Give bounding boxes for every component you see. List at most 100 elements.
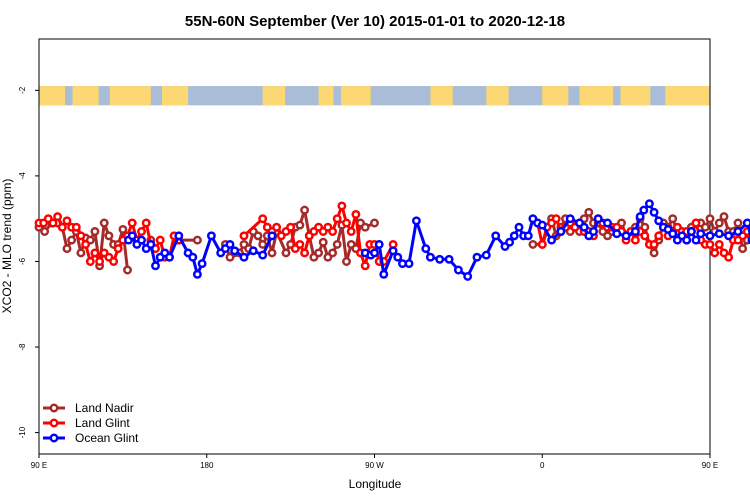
data-point bbox=[696, 229, 706, 239]
data-point bbox=[165, 252, 174, 262]
data-point bbox=[118, 224, 128, 234]
data-point bbox=[174, 231, 184, 241]
data-point bbox=[360, 261, 370, 271]
data-point bbox=[635, 212, 645, 222]
data-point bbox=[127, 218, 137, 228]
legend-swatch-marker bbox=[49, 403, 59, 413]
data-point bbox=[682, 235, 692, 245]
data-point bbox=[300, 248, 310, 258]
data-point bbox=[90, 227, 100, 236]
data-point bbox=[649, 248, 659, 258]
x-axis: 90 E 180 90 W 0 90 E bbox=[31, 454, 718, 470]
data-point bbox=[691, 218, 701, 228]
data-point bbox=[258, 250, 268, 260]
data-point bbox=[603, 218, 612, 228]
data-point bbox=[742, 218, 750, 228]
y-tick-label: -10 bbox=[18, 426, 27, 438]
data-point bbox=[644, 199, 654, 209]
data-point bbox=[272, 222, 282, 232]
data-point bbox=[104, 231, 114, 241]
data-point bbox=[67, 235, 77, 245]
data-point bbox=[137, 235, 146, 245]
data-point bbox=[258, 239, 268, 249]
data-point bbox=[621, 231, 631, 241]
data-point bbox=[328, 227, 338, 236]
data-point bbox=[630, 227, 640, 236]
x-tick-label: 90 E bbox=[702, 461, 718, 470]
land-patch bbox=[430, 86, 453, 106]
data-point bbox=[733, 227, 743, 236]
data-point bbox=[332, 214, 342, 224]
data-point bbox=[584, 207, 594, 217]
data-point bbox=[579, 222, 589, 232]
data-point bbox=[230, 246, 240, 256]
data-point bbox=[127, 231, 137, 241]
data-point bbox=[53, 212, 63, 222]
data-point bbox=[360, 222, 370, 232]
series-ocean-glint bbox=[124, 199, 750, 281]
data-point bbox=[76, 231, 86, 241]
data-point bbox=[700, 222, 710, 232]
data-point bbox=[90, 248, 100, 258]
data-point bbox=[537, 239, 547, 249]
data-point bbox=[85, 257, 95, 266]
data-point bbox=[248, 246, 258, 256]
data-point bbox=[239, 252, 249, 262]
land-patch bbox=[162, 86, 189, 106]
x-tick-label: 180 bbox=[200, 461, 214, 470]
data-point bbox=[109, 257, 119, 266]
data-point bbox=[197, 259, 207, 269]
data-point bbox=[314, 248, 324, 258]
data-point bbox=[95, 257, 105, 266]
data-point bbox=[654, 216, 664, 226]
land-patch bbox=[579, 86, 614, 106]
data-point bbox=[62, 216, 72, 226]
data-point bbox=[612, 229, 622, 239]
data-point bbox=[491, 231, 501, 241]
data-point bbox=[425, 252, 435, 262]
land-patch bbox=[318, 86, 334, 106]
data-point bbox=[724, 231, 734, 241]
data-point bbox=[710, 248, 720, 258]
data-point bbox=[81, 239, 91, 249]
data-point bbox=[188, 252, 198, 262]
data-point bbox=[654, 231, 664, 241]
data-point bbox=[738, 244, 748, 254]
data-point bbox=[337, 201, 347, 211]
data-point bbox=[589, 227, 598, 236]
data-point bbox=[453, 265, 463, 275]
legend-label: Land Nadir bbox=[75, 401, 134, 415]
data-point bbox=[547, 235, 557, 245]
legend-swatch-marker bbox=[49, 433, 59, 443]
land-patch bbox=[665, 86, 710, 106]
data-point bbox=[253, 231, 263, 241]
y-axis: -2 -4 -6 -8 -10 bbox=[18, 86, 39, 438]
land-patch bbox=[620, 86, 651, 106]
data-point bbox=[509, 231, 519, 241]
data-point bbox=[537, 220, 547, 230]
data-point bbox=[691, 235, 701, 245]
data-point bbox=[649, 239, 659, 249]
data-point bbox=[404, 259, 414, 269]
data-point bbox=[686, 227, 696, 236]
data-point bbox=[411, 216, 421, 226]
data-point bbox=[40, 227, 50, 236]
series-land-glint bbox=[34, 201, 750, 271]
data-point bbox=[556, 227, 566, 236]
legend-item: Land Nadir bbox=[43, 401, 134, 415]
data-point bbox=[668, 214, 678, 224]
x-tick-label: 90 E bbox=[31, 461, 47, 470]
data-point bbox=[370, 248, 379, 258]
data-point bbox=[342, 218, 351, 228]
data-point bbox=[714, 229, 724, 239]
data-point bbox=[123, 265, 132, 275]
data-point bbox=[318, 237, 328, 247]
data-point bbox=[351, 209, 361, 219]
data-point bbox=[393, 252, 403, 262]
data-point bbox=[239, 231, 249, 241]
data-point bbox=[435, 254, 445, 264]
y-tick-label: -6 bbox=[18, 257, 27, 265]
data-point bbox=[705, 231, 715, 241]
